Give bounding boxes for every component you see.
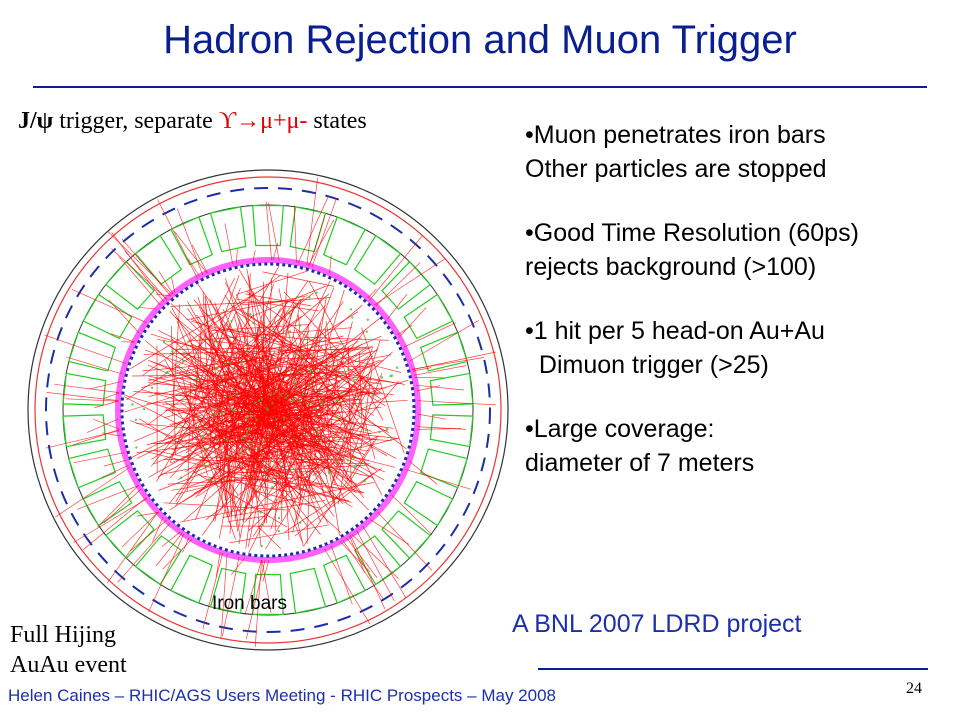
footer-text: Helen Caines – RHIC/AGS Users Meeting - … [8, 686, 556, 705]
jpsi-label: J/ψ [18, 108, 54, 134]
bullet-item: •Muon penetrates iron bars Other particle… [525, 121, 827, 183]
page-number: 24 [906, 680, 922, 697]
event-subtitle: J/ψ trigger, separate ϒ→μ+μ- states [18, 108, 367, 135]
bullet-item: •Good Time Resolution (60ps) rejects back… [525, 219, 859, 281]
title-divider [33, 86, 927, 88]
hijing-event-display [27, 169, 509, 651]
bullet-list: •Muon penetrates iron bars Other particle… [525, 118, 955, 510]
iron-bars-label: Iron bars [212, 593, 287, 614]
slide-title: Hadron Rejection and Muon Trigger [163, 18, 797, 62]
footer-divider [538, 668, 928, 670]
detector-geometry [27, 169, 509, 651]
states-text: states [307, 108, 367, 134]
project-note: A BNL 2007 LDRD project [512, 610, 802, 638]
upsilon-decay: ϒ→μ+μ- [218, 108, 308, 134]
bullet-item: •1 hit per 5 head-on Au+Au Dimuon trigge… [525, 317, 825, 379]
bullet-item: •Large coverage: diameter of 7 meters [525, 415, 755, 477]
image-caption: Full Hijing AuAu event [10, 622, 127, 678]
particle-tracks [44, 177, 496, 648]
trigger-text: trigger, separate [53, 108, 219, 134]
